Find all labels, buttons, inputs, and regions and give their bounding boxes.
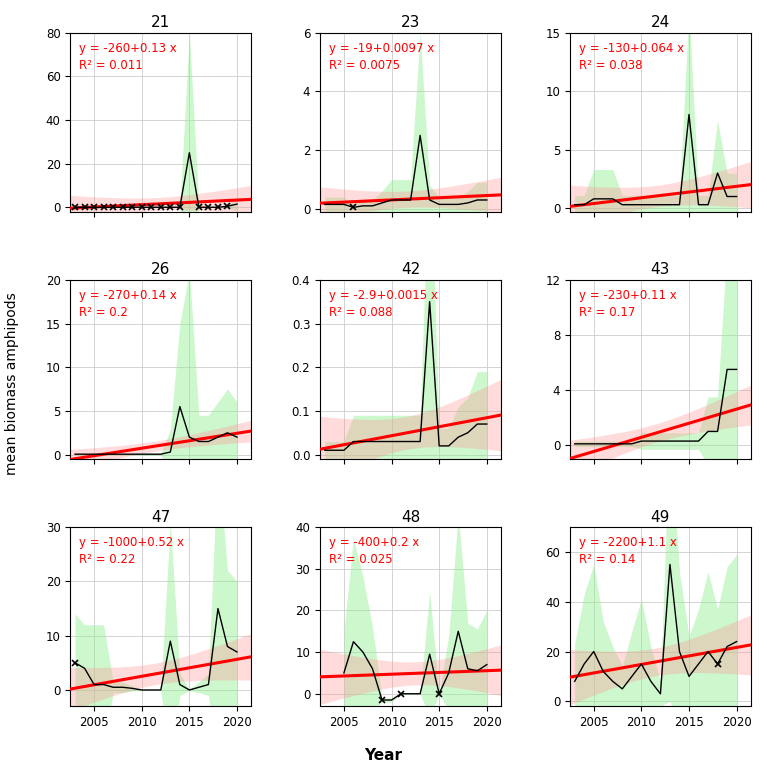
Title: 24: 24 — [650, 15, 670, 30]
Text: y = -260+0.13 x
R² = 0.011: y = -260+0.13 x R² = 0.011 — [79, 41, 177, 71]
Title: 21: 21 — [151, 15, 170, 30]
Title: 49: 49 — [650, 509, 670, 525]
Title: 43: 43 — [650, 262, 670, 277]
Text: y = -2.9+0.0015 x
R² = 0.088: y = -2.9+0.0015 x R² = 0.088 — [329, 289, 438, 319]
Text: y = -1000+0.52 x
R² = 0.22: y = -1000+0.52 x R² = 0.22 — [79, 536, 184, 566]
Title: 26: 26 — [151, 262, 170, 277]
Text: mean biomass amphipods: mean biomass amphipods — [5, 292, 18, 475]
Text: y = -400+0.2 x
R² = 0.025: y = -400+0.2 x R² = 0.025 — [329, 536, 420, 566]
Text: y = -230+0.11 x
R² = 0.17: y = -230+0.11 x R² = 0.17 — [579, 289, 676, 319]
Text: y = -130+0.064 x
R² = 0.038: y = -130+0.064 x R² = 0.038 — [579, 41, 684, 71]
Text: y = -19+0.0097 x
R² = 0.0075: y = -19+0.0097 x R² = 0.0075 — [329, 41, 434, 71]
Title: 42: 42 — [401, 262, 420, 277]
Title: 48: 48 — [401, 509, 420, 525]
Text: Year: Year — [364, 748, 403, 763]
Title: 47: 47 — [151, 509, 170, 525]
Title: 23: 23 — [401, 15, 420, 30]
Text: y = -270+0.14 x
R² = 0.2: y = -270+0.14 x R² = 0.2 — [79, 289, 177, 319]
Text: y = -2200+1.1 x
R² = 0.14: y = -2200+1.1 x R² = 0.14 — [579, 536, 676, 566]
